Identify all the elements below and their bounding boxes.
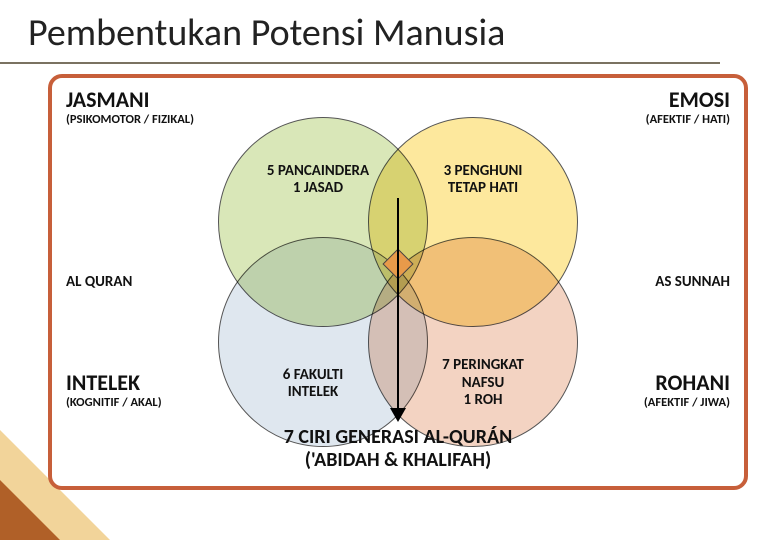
side-label-alquran: AL QURAN	[66, 273, 132, 291]
venn-label-fakulti: 6 FAKULTIINTELEK	[253, 367, 373, 402]
arrow-line	[397, 198, 399, 410]
corner-emosi-title: EMOSI	[550, 86, 730, 113]
venn-label-peringkat: 7 PERINGKATNAFSU1 ROH	[423, 357, 543, 409]
page-title: Pembentukan Potensi Manusia	[0, 0, 720, 64]
diagram-frame: JASMANI (PSIKOMOTOR / FIZIKAL) EMOSI (AF…	[48, 74, 748, 490]
corner-jasmani-title: JASMANI	[66, 86, 246, 113]
side-label-assunnah: AS SUNNAH	[655, 273, 730, 291]
arrow-head-icon	[390, 408, 406, 422]
venn-label-pancaindera: 5 PANCAINDERA1 JASAD	[253, 163, 383, 198]
venn-label-penghuni: 3 PENGHUNITETAP HATI	[423, 163, 543, 198]
bottom-caption: 7 CIRI GENERASI AL-QURÁN('ABIDAH & KHALI…	[52, 426, 744, 472]
